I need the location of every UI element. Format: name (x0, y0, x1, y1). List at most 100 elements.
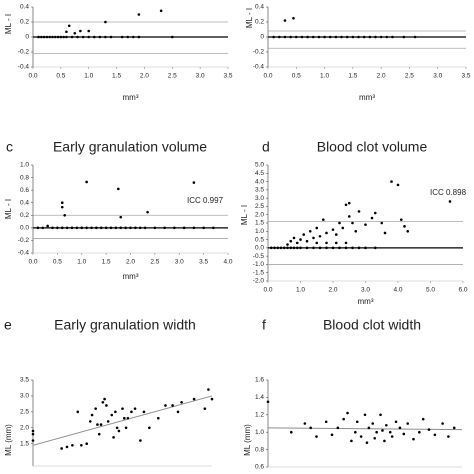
data-point (143, 226, 147, 230)
data-point (56, 35, 60, 39)
data-point (36, 226, 40, 230)
y-tick-label: 0.8 (20, 174, 29, 181)
x-tick-label: 0.0 (28, 73, 37, 80)
data-point (282, 246, 286, 250)
x-tick-label: 1.0 (77, 259, 86, 266)
data-point (331, 246, 335, 250)
data-point (403, 225, 406, 228)
data-point (330, 433, 334, 437)
x-tick-label: 1.0 (296, 287, 305, 294)
data-point (99, 423, 103, 426)
data-point (279, 246, 283, 250)
data-point (305, 246, 309, 250)
y-tick-label: 1.0 (255, 228, 264, 235)
y-tick-label: 3.5 (255, 187, 264, 194)
panel-letter: c (6, 139, 13, 155)
y-tick-label: 0.5 (255, 236, 264, 243)
data-point (99, 226, 103, 230)
data-point (163, 226, 166, 230)
data-point (106, 420, 110, 423)
data-point (308, 229, 312, 233)
data-point (452, 426, 456, 430)
data-point (328, 35, 332, 39)
data-point (124, 426, 128, 430)
data-point (131, 35, 135, 39)
data-point (427, 428, 431, 431)
data-point (124, 226, 127, 230)
y-tick-label: 4.5 (255, 170, 264, 177)
data-point (94, 407, 97, 410)
data-point (336, 426, 340, 430)
y-tick-label: 3.5 (20, 377, 29, 384)
y-axis-label: ML (mm) (4, 424, 13, 456)
data-point (289, 239, 293, 243)
y-tick-label: 2.5 (20, 409, 29, 416)
data-point (110, 413, 114, 417)
data-point (283, 35, 287, 39)
data-point (80, 226, 84, 230)
y-tick-label: 0.2 (20, 212, 29, 219)
y-axis-label: ML - I (240, 205, 249, 225)
y-axis-label: ML - I (4, 199, 13, 219)
data-point (347, 201, 351, 205)
data-point (117, 187, 120, 191)
x-axis-label: mm³ (359, 93, 375, 102)
data-point (315, 435, 318, 438)
data-point (51, 35, 54, 39)
y-tick-label: 0.0 (20, 225, 29, 232)
x-tick-label: 2.5 (405, 73, 414, 80)
x-tick-label: 2.5 (150, 259, 159, 266)
data-point (315, 241, 319, 245)
x-axis-label: mm³ (123, 93, 139, 102)
data-point (379, 413, 382, 417)
data-point (289, 246, 293, 250)
x-tick-label: 0.5 (292, 73, 301, 80)
data-point (75, 226, 79, 230)
data-point (324, 420, 328, 424)
y-tick-label: 1.5 (255, 220, 264, 227)
data-point (390, 180, 393, 183)
data-point (341, 226, 345, 230)
data-point (406, 422, 409, 425)
data-point (367, 426, 371, 430)
data-point (133, 407, 137, 410)
data-point (37, 35, 40, 39)
data-point (87, 29, 91, 33)
data-point (121, 407, 124, 410)
data-point (317, 35, 321, 39)
data-point (318, 246, 322, 250)
data-point (273, 246, 276, 250)
data-point (146, 210, 149, 214)
data-point (334, 241, 338, 245)
data-point (176, 410, 180, 414)
data-point (76, 35, 79, 39)
y-axis-label: ML - I (245, 8, 254, 28)
x-tick-label: 3.5 (223, 73, 232, 80)
data-point (170, 35, 174, 39)
data-point (402, 432, 406, 436)
data-point (344, 246, 348, 250)
data-point (385, 423, 388, 427)
x-tick-label: 0.5 (53, 259, 62, 266)
data-point (380, 221, 384, 225)
y-tick-label: -0.2 (18, 237, 30, 244)
data-point (370, 216, 374, 220)
data-point (142, 410, 146, 414)
data-point (126, 35, 130, 39)
data-point (278, 35, 281, 39)
data-point (421, 417, 425, 421)
data-point (159, 9, 163, 13)
data-point (396, 183, 400, 187)
data-point (65, 30, 68, 34)
data-point (312, 236, 315, 240)
data-point (303, 422, 307, 425)
x-tick-label: 1.5 (102, 259, 111, 266)
data-point (359, 435, 363, 438)
data-point (351, 221, 354, 225)
data-point (418, 430, 421, 434)
data-point (390, 435, 394, 438)
data-point (331, 228, 335, 231)
data-point (354, 229, 358, 233)
y-tick-label: 1.5 (20, 440, 29, 447)
